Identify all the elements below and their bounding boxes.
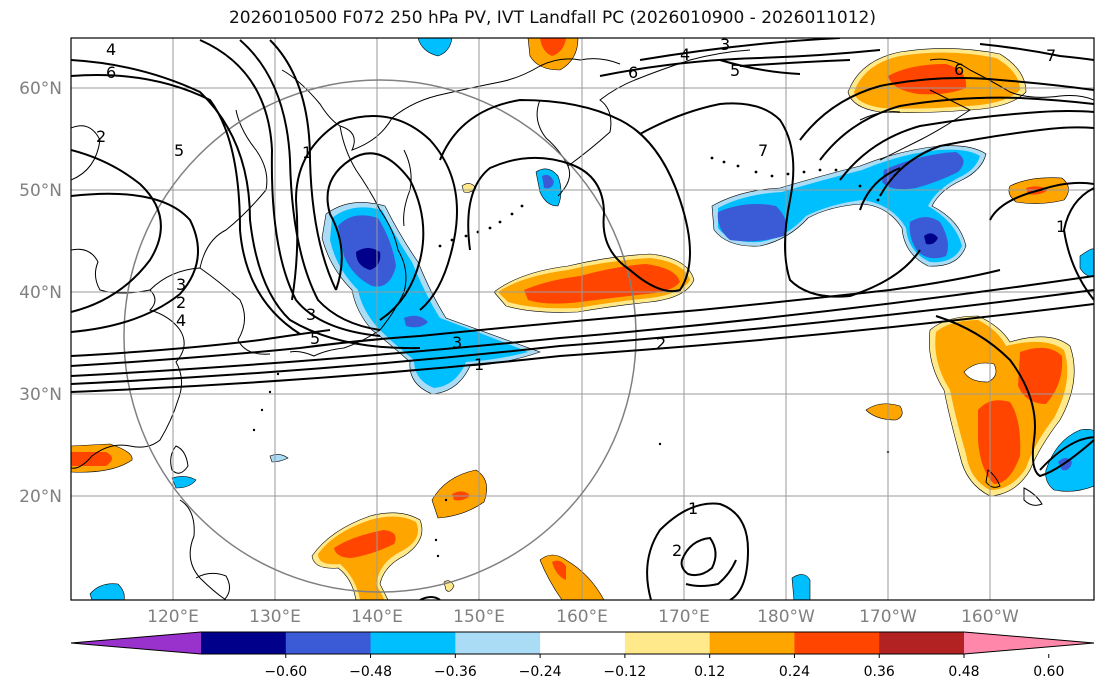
gridlines xyxy=(71,38,1094,600)
contour-label: 1 xyxy=(474,355,484,374)
lat-label: 60°N xyxy=(19,79,62,99)
colorbar-cell xyxy=(201,632,287,654)
map-frame xyxy=(70,37,1095,601)
lon-label: 120°E xyxy=(147,607,199,627)
lon-label: 160°E xyxy=(556,607,608,627)
contour-label: 6 xyxy=(106,63,116,82)
colorbar-cell xyxy=(709,632,795,654)
contour-label: 5 xyxy=(174,141,184,160)
lon-label: 160°W xyxy=(961,607,1019,627)
contour-label: 1 xyxy=(302,143,312,162)
positive-anomaly-central xyxy=(865,403,903,421)
colorbar-tick-label: −0.24 xyxy=(519,664,562,680)
contour-label: 2 xyxy=(672,541,682,560)
contour-label: 3 xyxy=(720,35,730,54)
colorbar: −0.60 −0.48 −0.36 −0.24 −0.12 0.12 0.24 0.36 0.4… xyxy=(70,631,1095,680)
colorbar-outline xyxy=(70,631,1095,655)
colorbar-tick-label: 0.36 xyxy=(864,664,895,680)
lat-label: 30°N xyxy=(19,385,62,405)
contour-label: 2 xyxy=(176,293,186,312)
contour-label: 6 xyxy=(954,60,964,79)
lon-label: 170°W xyxy=(859,607,917,627)
lon-label: 130°E xyxy=(249,607,301,627)
positive-anomaly-hawaii xyxy=(929,315,1075,497)
contour-label: 1 xyxy=(688,499,698,518)
landfall-radius-circle xyxy=(123,79,637,593)
contour-label: 5 xyxy=(730,61,740,80)
colorbar-tick-label: 0.12 xyxy=(694,664,725,680)
colorbar-cell xyxy=(455,632,541,654)
colorbar-cell xyxy=(370,632,456,654)
map-panel: 4 6 3 2 5 3 6 4 5 7 6 7 1 2 3 5 3 1 2 1 … xyxy=(71,35,1094,600)
contour-labels: 4 6 3 2 5 3 6 4 5 7 6 7 1 2 3 5 3 1 2 1 … xyxy=(96,35,1066,560)
positive-anomaly-philippine-sea xyxy=(311,512,423,600)
pv-contours xyxy=(71,38,1094,600)
contour-label: 7 xyxy=(1046,46,1056,65)
contour-label: 1 xyxy=(1056,217,1066,236)
contour-label: 2 xyxy=(656,334,666,353)
longitude-labels: 120°E 130°E 140°E 150°E 160°E 170°E 180°… xyxy=(147,607,1019,627)
colorbar-tick-label: −0.60 xyxy=(264,664,307,680)
negative-anomaly-north-edge xyxy=(417,38,453,57)
lon-label: 140°E xyxy=(351,607,403,627)
contour-label: 4 xyxy=(106,40,116,59)
lon-label: 150°E xyxy=(453,607,505,627)
contour-label: 3 xyxy=(452,333,462,352)
colorbar-cell xyxy=(624,632,711,654)
negative-anomaly-north-pacific xyxy=(711,145,987,267)
contour-label: 6 xyxy=(628,63,638,82)
colorbar-tick-label: 0.24 xyxy=(779,664,810,680)
colorbar-cell xyxy=(879,632,965,654)
contour-label: 2 xyxy=(96,127,106,146)
contour-label: 4 xyxy=(680,45,690,64)
colorbar-tick-label: 0.48 xyxy=(948,664,979,680)
lat-label: 50°N xyxy=(19,181,62,201)
lon-label: 180°W xyxy=(757,607,815,627)
colorbar-arrow-left xyxy=(71,632,201,654)
negative-anomaly-southwest xyxy=(89,583,125,600)
colorbar-tick-label: −0.36 xyxy=(434,664,477,680)
negative-anomaly-kamchatka xyxy=(535,168,562,207)
contour-label: 4 xyxy=(176,311,186,330)
colorbar-tick-label: −0.12 xyxy=(603,664,646,680)
lat-label: 20°N xyxy=(19,487,62,507)
latitude-labels: 60°N 50°N 40°N 30°N 20°N xyxy=(19,79,62,507)
colorbar-cell xyxy=(540,632,626,654)
contour-label: 7 xyxy=(758,141,768,160)
colorbar-arrow-right xyxy=(964,632,1094,654)
lon-label: 170°E xyxy=(658,607,710,627)
contour-label: 3 xyxy=(306,305,316,324)
negative-anomaly-east-edge xyxy=(1079,248,1094,277)
map-title: 2026010500 F072 250 hPa PV, IVT Landfall… xyxy=(228,8,876,28)
negative-anomaly-taiwan xyxy=(171,476,197,489)
island-chain xyxy=(252,156,890,558)
contour-label: 5 xyxy=(310,329,320,348)
contour-label: 3 xyxy=(176,275,186,294)
colorbar-cell xyxy=(794,632,880,654)
colorbar-tick-label: 0.60 xyxy=(1033,664,1064,680)
colorbar-tick-label: −0.48 xyxy=(349,664,392,680)
colorbar-cell xyxy=(285,632,372,654)
positive-anomaly-north-pacific-band xyxy=(493,253,695,313)
lat-label: 40°N xyxy=(19,283,62,303)
